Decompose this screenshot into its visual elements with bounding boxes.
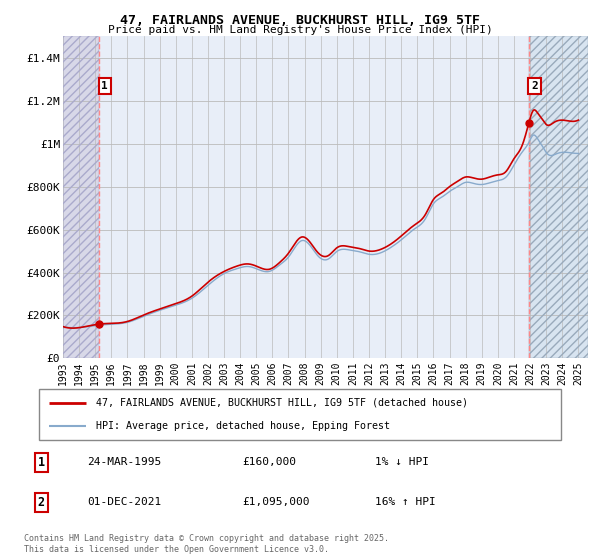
Bar bbox=[529, 36, 588, 358]
Text: Price paid vs. HM Land Registry's House Price Index (HPI): Price paid vs. HM Land Registry's House … bbox=[107, 25, 493, 35]
Text: £160,000: £160,000 bbox=[242, 457, 296, 467]
Text: 1: 1 bbox=[37, 456, 44, 469]
Text: 1% ↓ HPI: 1% ↓ HPI bbox=[375, 457, 429, 467]
Text: HPI: Average price, detached house, Epping Forest: HPI: Average price, detached house, Eppi… bbox=[97, 421, 391, 431]
Text: 16% ↑ HPI: 16% ↑ HPI bbox=[375, 497, 436, 507]
FancyBboxPatch shape bbox=[39, 389, 561, 440]
Text: £1,095,000: £1,095,000 bbox=[242, 497, 310, 507]
Bar bbox=[63, 36, 99, 358]
Text: 2: 2 bbox=[531, 81, 538, 91]
Text: Contains HM Land Registry data © Crown copyright and database right 2025.
This d: Contains HM Land Registry data © Crown c… bbox=[24, 534, 389, 554]
Text: 01-DEC-2021: 01-DEC-2021 bbox=[87, 497, 161, 507]
Text: 1: 1 bbox=[101, 81, 108, 91]
Text: 47, FAIRLANDS AVENUE, BUCKHURST HILL, IG9 5TF (detached house): 47, FAIRLANDS AVENUE, BUCKHURST HILL, IG… bbox=[97, 398, 469, 408]
Text: 47, FAIRLANDS AVENUE, BUCKHURST HILL, IG9 5TF: 47, FAIRLANDS AVENUE, BUCKHURST HILL, IG… bbox=[120, 14, 480, 27]
Text: 24-MAR-1995: 24-MAR-1995 bbox=[87, 457, 161, 467]
Bar bbox=[63, 36, 99, 358]
Bar bbox=[529, 36, 588, 358]
Text: 2: 2 bbox=[37, 496, 44, 509]
